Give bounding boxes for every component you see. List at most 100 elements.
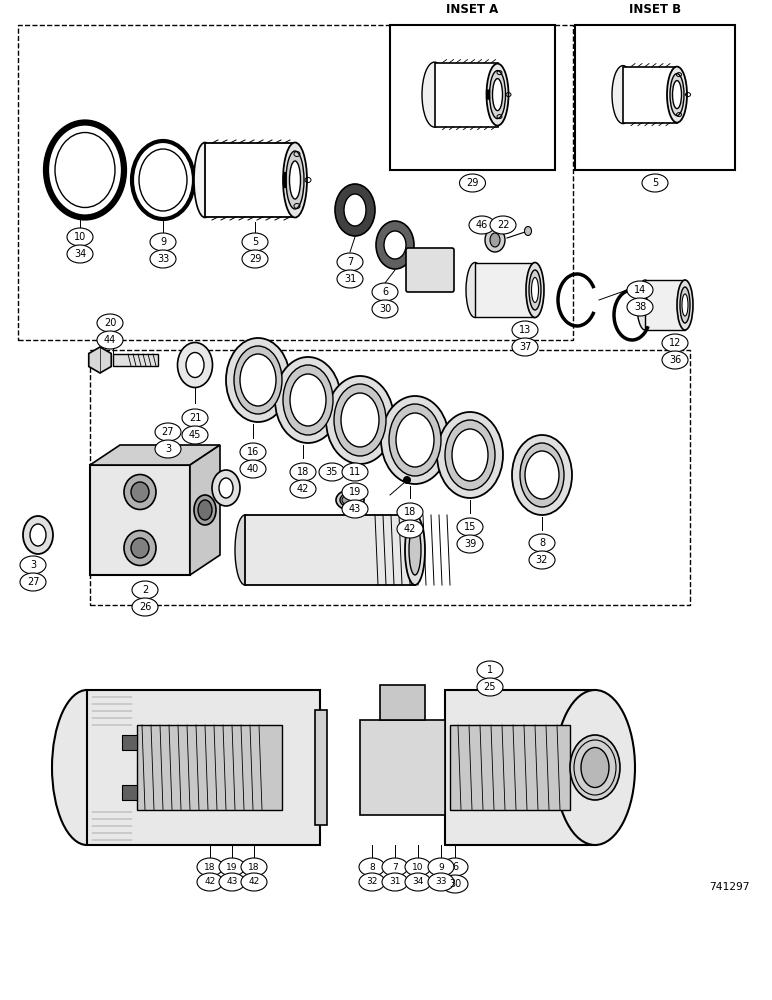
Ellipse shape [667,67,687,123]
Text: 18: 18 [249,862,259,871]
Ellipse shape [672,81,682,109]
Ellipse shape [445,420,495,490]
Ellipse shape [326,376,394,464]
Ellipse shape [226,338,290,422]
Ellipse shape [182,426,208,444]
Ellipse shape [150,233,176,251]
Text: 6: 6 [452,862,458,872]
Bar [113,354,158,366]
Ellipse shape [428,858,454,876]
Ellipse shape [242,233,268,251]
Ellipse shape [529,534,555,552]
Polygon shape [205,143,295,217]
Text: 38: 38 [634,302,646,312]
Ellipse shape [384,231,406,259]
Ellipse shape [359,858,385,876]
Ellipse shape [290,374,326,426]
Ellipse shape [336,490,364,510]
Text: 21: 21 [189,413,201,423]
Ellipse shape [477,661,503,679]
Text: 35: 35 [326,467,338,477]
Text: 42: 42 [404,524,416,534]
Ellipse shape [581,748,609,788]
Text: 6: 6 [382,287,388,297]
Ellipse shape [286,151,304,209]
Ellipse shape [67,228,93,246]
Ellipse shape [397,503,423,521]
FancyBboxPatch shape [406,248,454,292]
Polygon shape [90,465,190,575]
Text: 18: 18 [297,467,309,477]
Text: 15: 15 [464,522,476,532]
Ellipse shape [512,321,538,339]
Ellipse shape [422,62,447,127]
Ellipse shape [290,480,316,498]
Ellipse shape [405,858,431,876]
Text: 741297: 741297 [709,882,750,892]
Ellipse shape [442,858,468,876]
Text: 44: 44 [104,335,116,345]
Text: 13: 13 [519,325,531,335]
Text: 8: 8 [369,862,375,871]
Ellipse shape [526,262,544,318]
Polygon shape [645,280,685,330]
Text: 27: 27 [27,577,39,587]
Text: 30: 30 [449,879,461,889]
Ellipse shape [241,873,267,891]
Ellipse shape [397,520,423,538]
Ellipse shape [342,483,368,501]
Text: 12: 12 [669,338,681,348]
Text: 29: 29 [249,254,261,264]
Text: 16: 16 [247,447,259,457]
Ellipse shape [219,858,245,876]
Ellipse shape [97,314,123,332]
Text: 31: 31 [344,274,356,284]
Ellipse shape [627,281,653,299]
Ellipse shape [139,149,187,211]
Text: 3: 3 [30,560,36,570]
Ellipse shape [335,184,375,236]
Ellipse shape [319,463,345,481]
Ellipse shape [283,142,307,218]
Text: 32: 32 [536,555,548,565]
Text: 34: 34 [74,249,86,259]
Ellipse shape [405,873,431,891]
Ellipse shape [212,470,240,506]
Ellipse shape [131,482,149,502]
Polygon shape [245,515,415,585]
Bar [122,735,137,750]
Ellipse shape [155,440,181,458]
Text: 27: 27 [162,427,174,437]
Ellipse shape [457,518,483,536]
Ellipse shape [240,460,266,478]
Text: 1: 1 [487,665,493,675]
Ellipse shape [337,253,363,271]
Ellipse shape [194,142,216,218]
Text: 14: 14 [634,285,646,295]
Bar [87,690,320,845]
Ellipse shape [381,396,449,484]
Ellipse shape [382,858,408,876]
Ellipse shape [235,515,255,585]
Ellipse shape [529,270,541,310]
Bar [390,25,555,170]
Text: 42: 42 [205,878,215,886]
Text: 19: 19 [226,862,238,871]
Ellipse shape [124,530,156,566]
Ellipse shape [486,64,509,126]
Ellipse shape [132,581,158,599]
Text: 5: 5 [652,178,658,188]
Ellipse shape [520,443,564,507]
Ellipse shape [342,494,358,506]
Text: 30: 30 [379,304,391,314]
Ellipse shape [20,573,46,591]
Bar [380,685,425,720]
Polygon shape [475,263,535,317]
Text: 34: 34 [412,878,424,886]
Text: 19: 19 [349,487,361,497]
Text: 42: 42 [296,484,310,494]
Ellipse shape [612,66,634,124]
Ellipse shape [194,495,216,525]
Bar [137,725,282,810]
Ellipse shape [372,283,398,301]
